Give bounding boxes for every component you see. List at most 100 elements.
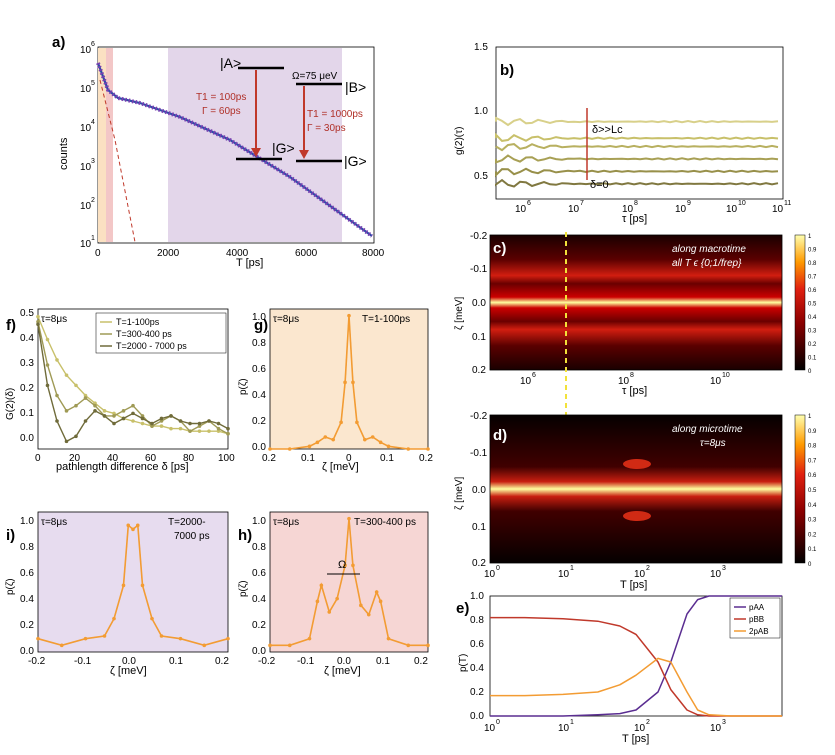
panel-g-ytick-4: 0.8 [252,338,266,349]
panel-f-ytick-1: 0.1 [20,408,34,419]
panel-f-tau: τ=8μs [41,314,67,325]
colorbar-tick-label: 1 [808,234,812,240]
panel-h-point [315,599,320,604]
panel-c-ytick-4: 0.2 [472,365,486,376]
panel-f-point [159,416,164,421]
panel-h-point [335,596,339,601]
panel-f-label: f) [6,317,16,334]
t1-b-label: T1 = 1000ps [307,109,363,120]
panel-f-point [74,434,78,439]
panel-f-xtick-2: 40 [107,453,119,464]
panel-c-colorbar [794,234,806,371]
panel-d-xtick-3: 10 [710,569,722,580]
panel-h-xtick-2: 0.0 [337,656,351,667]
panel-c-ann2: all T ϵ {0;1/frep} [672,258,742,269]
panel-g-xtick-0: 0.2 [262,453,276,464]
panel-i-point [178,636,183,641]
panel-i-ylabel: p(ζ) [5,578,16,595]
panel-g-frame [269,308,429,450]
panel-c-xtick-0-exp: 6 [532,372,536,379]
panel-d-ytick-4: 0.2 [472,558,486,569]
panel-a-data-points [96,62,374,238]
panel-b-yticks: 0.5 1.0 1.5 [474,42,488,182]
panel-d-ann1: along microtime [672,424,743,435]
panel-i-point [83,636,88,641]
panel-b-xtick-4-exp: 10 [738,200,746,207]
panel-f-ytick-4: 0.4 [20,333,34,344]
panel-a-ytick-3-exp: 4 [91,119,95,126]
colorbar-tick-label: 0.7 [808,275,817,281]
panel-e-series-line [490,616,782,717]
panel-i-label: i) [6,527,15,544]
panel-a-ytick-5: 10 [80,45,92,56]
panel-h-point [351,563,355,568]
panel-i-xlabel: ζ [meV] [110,665,147,677]
panel-f-point [36,319,40,324]
colorbar-tick-label: 0.6 [808,288,817,294]
panel-d-xlabel: T [ps] [620,579,647,591]
panel-g-xtick-3: 0.1 [380,453,394,464]
panel-f-point [83,393,88,398]
panel-i-ytick-1: 0.2 [20,620,34,631]
colorbar-tick-label: 0.4 [808,315,817,321]
panel-f-point [93,403,97,408]
panel-i-point [140,583,145,588]
panel-g-xlabel: ζ [meV] [322,461,359,473]
panel-a-ytick-1: 10 [80,201,92,212]
panel-e-ylabel: p(T) [458,654,469,672]
panel-d-ytick-3: 0.1 [472,522,486,533]
panel-c-xtick-2: 10 [710,376,722,387]
panel-f-point [178,426,183,431]
colorbar-tick-label: 0.6 [808,473,817,479]
panel-e-series-line [490,595,782,717]
panel-d-xtick-1: 10 [558,569,570,580]
panel-h-xtick-3: 0.1 [376,656,390,667]
panel-c-xlabel: τ [ps] [622,385,647,397]
panel-h-xlabel: ζ [meV] [324,665,361,677]
panel-d-ann2: τ=8μs [700,438,726,449]
panel-a-ytick-0-exp: 1 [91,235,95,242]
panel-f-point [150,424,154,428]
panel-a-ytick-5-exp: 6 [91,41,95,48]
panel-d-yticks: -0.2 -0.1 0.0 0.1 0.2 [470,411,488,569]
panel-a-xtick-0: 0 [95,248,101,259]
panel-g-point [378,440,383,445]
gamma-a-label: Γ = 60ps [202,106,241,117]
panel-h-label: h) [238,527,252,544]
panel-b-series-line [495,116,779,127]
panel-f-xticks: 0 20 40 60 80 100 [35,453,235,464]
panel-h-xticks: -0.2 -0.1 0.0 0.1 0.2 [258,656,428,667]
panel-f-point [216,421,221,426]
level-g2-label: |G> [344,153,367,169]
panel-d-ytick-1: -0.1 [470,448,488,459]
panel-a-yticks: 10 1 10 2 10 3 10 4 10 5 10 6 [80,41,95,250]
panel-d-ylabel: ζ [meV] [454,476,465,510]
panel-i-point [102,634,107,638]
panel-d-colorbar-ticks: 1 0.9 0.8 0.7 0.6 0.5 0.4 0.3 0.2 0.1 0 [808,414,817,568]
panel-a-xlabel: T [ps] [236,257,263,269]
panel-b-series [495,116,779,188]
gamma-b-label: Γ = 30ps [307,123,346,134]
panel-e-xtick-2: 10 [634,723,646,734]
decay-arrow-a-head [251,148,261,157]
panel-f-xtick-1: 20 [69,453,81,464]
panel-h-frame [269,511,429,653]
panel-g-point [331,437,336,442]
panel-h-xtick-4: 0.2 [414,656,428,667]
panel-i-ytick-2: 0.4 [20,594,34,605]
panel-i-point [36,636,40,641]
panel-h-point [347,516,351,521]
panel-b-label: b) [500,62,514,79]
panel-e-xtick-3-exp: 3 [722,719,726,726]
panel-h-point [426,643,430,648]
panel-h-point [374,590,379,594]
panel-h-ytick-3: 0.6 [252,568,266,579]
panel-f-point [197,421,202,426]
panel-d-label: d) [493,427,507,444]
colorbar-tick-label: 0 [808,562,812,568]
panel-g-range: T=1-100ps [362,314,410,325]
panel-f-point [45,383,50,388]
colorbar-tick-label: 0.7 [808,458,817,464]
panel-f-point [140,416,145,421]
panel-i-point [131,527,135,532]
